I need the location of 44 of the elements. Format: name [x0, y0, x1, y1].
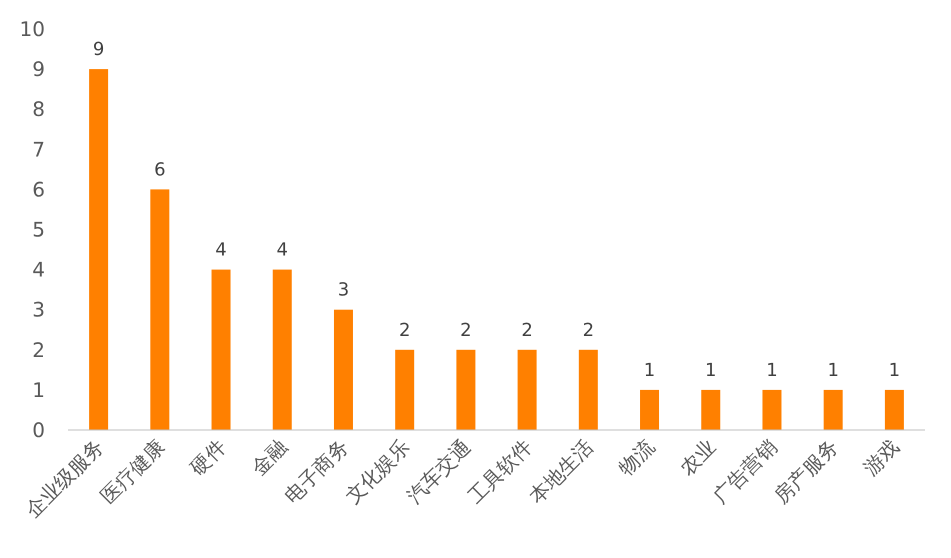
bar	[640, 390, 660, 430]
data-label: 1	[644, 360, 656, 381]
bar	[334, 310, 353, 430]
y-tick-label: 5	[32, 218, 45, 242]
data-label: 1	[827, 360, 839, 381]
x-tick-label: 游戏	[860, 436, 904, 480]
bar	[884, 390, 904, 430]
x-tick-label: 物流	[615, 436, 660, 480]
data-label: 3	[338, 280, 350, 301]
bar	[150, 189, 170, 430]
x-tick-label: 硬件	[186, 436, 231, 480]
bar	[762, 390, 782, 430]
bar	[212, 270, 231, 430]
y-tick-label: 10	[20, 17, 45, 41]
data-label: 9	[92, 39, 104, 60]
data-label: 1	[888, 360, 900, 381]
bar	[395, 350, 414, 430]
y-tick-label: 8	[32, 97, 45, 122]
data-label: 2	[582, 320, 594, 341]
y-tick-label: 6	[32, 177, 45, 202]
x-tick-label: 金融	[248, 436, 292, 480]
y-tick-label: 7	[32, 137, 45, 162]
data-label: 2	[398, 320, 410, 341]
data-label: 2	[521, 320, 533, 341]
bar	[456, 350, 476, 430]
data-label: 1	[705, 360, 716, 381]
data-label: 6	[154, 159, 166, 180]
data-label: 4	[215, 240, 227, 261]
bar	[701, 390, 720, 430]
data-label: 1	[766, 360, 778, 381]
bar	[89, 69, 108, 430]
bar	[578, 350, 598, 430]
y-tick-label: 9	[32, 57, 45, 82]
bar	[518, 350, 537, 430]
x-tick-label: 农业	[676, 436, 720, 480]
data-label: 4	[276, 240, 288, 261]
bar	[824, 390, 843, 430]
y-tick-label: 1	[32, 378, 45, 402]
bar	[272, 270, 292, 430]
y-tick-label: 2	[32, 338, 45, 362]
y-tick-label: 4	[32, 258, 45, 282]
y-tick-label: 0	[32, 418, 45, 442]
data-label: 2	[460, 320, 472, 341]
y-tick-label: 3	[32, 298, 45, 322]
